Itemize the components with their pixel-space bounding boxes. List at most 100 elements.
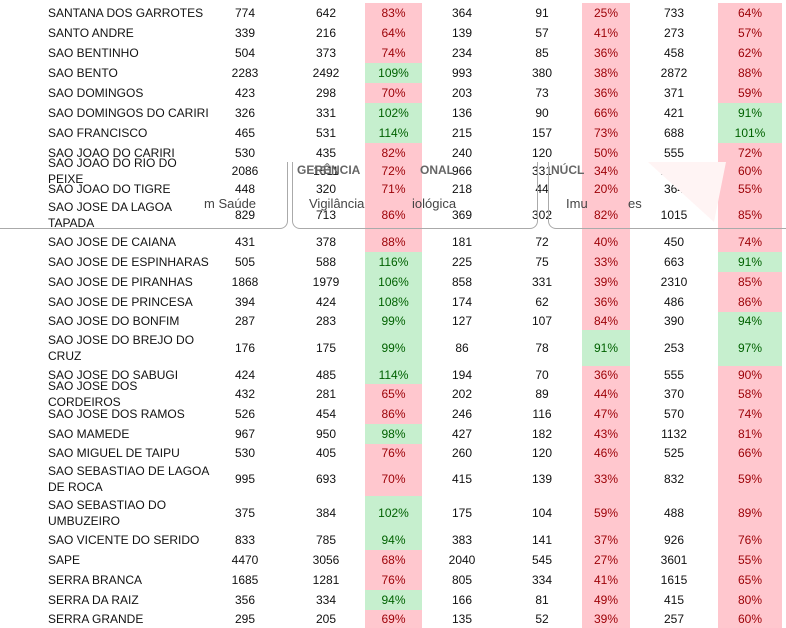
subheader-vigilancia: Vigilância [309,196,365,211]
value-cell: 505 [234,255,256,269]
table-row: SAO JOSE DO BREJO DO CRUZ 176 175 99% 86 78 91… [0,330,786,366]
value-cell: 135 [451,612,473,626]
value-cell: 339 [234,26,256,40]
value-cell: 405 [315,446,337,460]
value-cell: 174 [451,295,473,309]
municipality-name: SAO SEBASTIAO DO UMBUZEIRO [48,498,167,528]
value-cell: 127 [451,314,473,328]
percent-cell: 41% [582,23,630,43]
value-cell: 104 [531,506,553,520]
table-row: SAO BENTO 2283 2492 109% 993 380 38% 2872 88% [0,63,786,83]
percent-cell: 114% [365,366,422,384]
municipality-name: SAO JOAO DO CARIRI [48,145,175,160]
percent-cell: 20% [582,180,630,198]
percent-cell: 82% [582,198,630,232]
municipality-name: SAO JOSE DA LAGOA TAPADA [48,200,172,230]
percent-cell: 102% [365,496,422,530]
percent-cell: 106% [365,272,422,292]
percent-cell: 86% [365,404,422,424]
value-cell: 2040 [448,553,476,567]
value-cell: 283 [315,314,337,328]
percent-cell: 72% [718,143,782,162]
value-cell: 663 [663,255,685,269]
value-cell: 257 [663,612,685,626]
table-row: SAO JOSE DE PIRANHAS 1868 1979 106% 858 331 39… [0,272,786,292]
value-cell: 234 [451,46,473,60]
municipality-name: SAO SEBASTIAO DE LAGOA DE ROCA [48,464,209,494]
percent-cell: 80% [718,590,782,610]
table-row: SAO DOMINGOS DO CARIRI 326 331 102% 136 90 66%… [0,103,786,123]
percent-cell: 94% [365,530,422,550]
value-cell: 829 [234,208,256,222]
value-cell: 504 [234,46,256,60]
municipality-name: SAO JOSE DE PIRANHAS [48,275,193,289]
table-row: SERRA GRANDE 295 205 69% 135 52 39% 257 60% [0,610,786,628]
municipality-name: SANTO ANDRE [48,26,134,40]
value-cell: 526 [234,407,256,421]
table-row: SAO JOSE DOS RAMOS 526 454 86% 246 116 47% 570 7… [0,404,786,424]
percent-cell: 65% [365,384,422,404]
value-cell: 175 [451,506,473,520]
value-cell: 62 [535,295,549,309]
value-cell: 383 [451,533,473,547]
percent-cell: 85% [718,198,782,232]
percent-cell: 39% [582,610,630,628]
percent-cell: 68% [365,550,422,570]
municipality-name: SAO MAMEDE [48,427,130,441]
percent-cell: 74% [365,43,422,63]
value-cell: 785 [315,533,337,547]
value-cell: 530 [234,446,256,460]
header-label-onal: ONAL [420,163,454,177]
municipality-name: SAO BENTO [48,66,118,80]
value-cell: 139 [451,26,473,40]
municipality-name: SANTANA DOS GARROTES [48,6,204,20]
value-cell: 485 [315,368,337,382]
percent-cell: 97% [718,330,782,366]
table-row: SAPE 4470 3056 68% 2040 545 27% 3601 55% [0,550,786,570]
percent-cell: 25% [582,3,630,23]
value-cell: 240 [451,145,473,160]
percent-cell: 38% [582,63,630,83]
value-cell: 588 [315,255,337,269]
table-row: SAO SEBASTIAO DE LAGOA DE ROCA 995 693 70% 4… [0,462,786,496]
value-cell: 713 [315,208,337,222]
value-cell: 458 [663,46,685,60]
percent-cell: 71% [365,180,422,198]
value-cell: 331 [315,106,337,120]
value-cell: 424 [234,368,256,382]
value-cell: 107 [531,314,553,328]
percent-cell: 70% [365,83,422,103]
value-cell: 216 [315,26,337,40]
table-row: SAO BENTINHO 504 373 74% 234 85 36% 458 62% [0,43,786,63]
value-cell: 2492 [312,66,340,80]
value-cell: 774 [234,6,256,20]
value-cell: 858 [451,275,473,289]
percent-cell: 91% [582,330,630,366]
value-cell: 334 [315,593,337,607]
percent-cell: 47% [582,404,630,424]
percent-cell: 36% [582,83,630,103]
percent-cell: 69% [365,610,422,628]
value-cell: 415 [663,593,685,607]
percent-cell: 34% [582,162,630,180]
municipality-name: SAO JOSE DO BREJO DO CRUZ [48,333,195,363]
value-cell: 966 [451,164,473,178]
value-cell: 833 [234,533,256,547]
value-cell: 44 [535,182,549,196]
value-cell: 432 [234,387,256,401]
percent-cell: 86% [365,198,422,232]
municipality-name: SAO JOSE DO BONFIM [48,314,180,328]
subheader-iologica: iológica [412,196,457,211]
value-cell: 1281 [312,573,340,587]
percent-cell: 62% [718,43,782,63]
municipality-name: SERRA GRANDE [48,612,144,626]
value-cell: 1511 [313,164,339,178]
value-cell: 295 [234,612,256,626]
value-cell: 431 [234,235,256,249]
table-row: SAO JOSE DA LAGOA TAPADA 829 713 86% 369 302 8… [0,198,786,232]
value-cell: 182 [531,427,553,441]
percent-cell: 89% [718,496,782,530]
value-cell: 89 [535,387,549,401]
value-cell: 4470 [231,553,259,567]
value-cell: 52 [535,612,549,626]
